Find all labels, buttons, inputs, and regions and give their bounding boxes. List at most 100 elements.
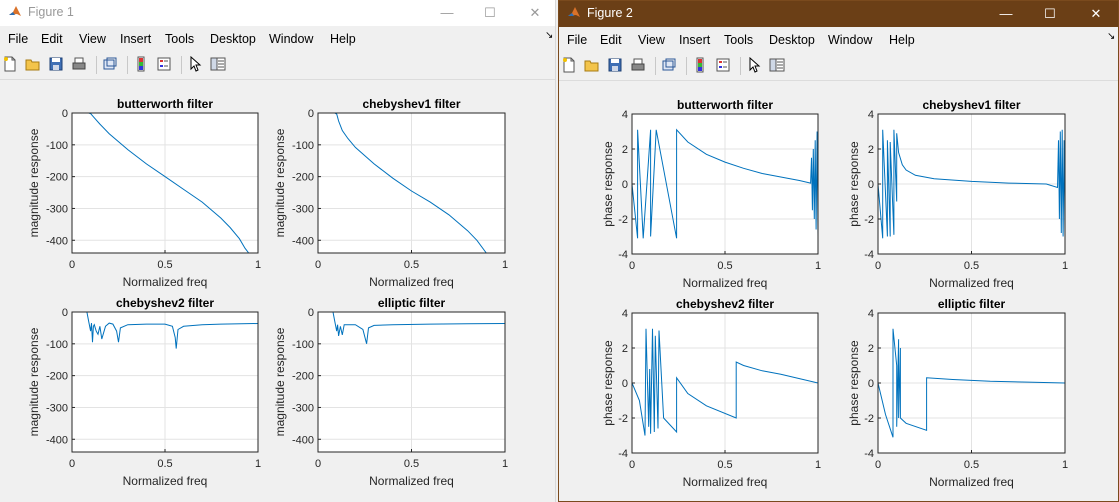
chart-chebyshev1-filter: 0 0.5 1 0 -100 -200 -300 -400 chebyshev1 filter N… bbox=[273, 97, 508, 289]
window-title: Figure 2 bbox=[587, 6, 633, 20]
y-axis-label: phase response bbox=[601, 141, 615, 227]
insert-legend-icon[interactable] bbox=[715, 57, 731, 73]
menu-window[interactable]: Window bbox=[269, 32, 314, 46]
print-icon[interactable] bbox=[71, 56, 87, 72]
y-tick-label: -2 bbox=[618, 214, 628, 226]
figure-window-1: Figure 1 — ☐ ✕ File Edit View Insert Too… bbox=[0, 0, 556, 502]
chart-butterworth-filter: 0 0.5 1 0 -100 -200 -300 -400 butterworth filter… bbox=[27, 97, 261, 289]
matlab-logo-icon bbox=[568, 7, 580, 17]
print-icon[interactable] bbox=[630, 57, 646, 73]
y-tick-label: -300 bbox=[46, 203, 68, 215]
save-icon[interactable] bbox=[48, 56, 64, 72]
close-button[interactable]: ✕ bbox=[1090, 6, 1102, 21]
x-tick-label: 0 bbox=[69, 259, 75, 271]
menu-insert[interactable]: Insert bbox=[679, 33, 711, 47]
chart-title: chebyshev2 filter bbox=[676, 297, 774, 311]
y-tick-label: -4 bbox=[618, 448, 628, 460]
edit-plot-icon[interactable] bbox=[187, 56, 203, 72]
maximize-button[interactable]: ☐ bbox=[1044, 6, 1056, 21]
y-tick-label: -2 bbox=[864, 413, 874, 425]
menu-window[interactable]: Window bbox=[828, 33, 873, 47]
y-tick-label: 0 bbox=[62, 307, 68, 319]
minimize-button[interactable]: — bbox=[999, 6, 1013, 21]
x-axis-label: Normalized freq bbox=[929, 276, 1014, 290]
maximize-button[interactable]: ☐ bbox=[484, 5, 496, 20]
series-line bbox=[878, 328, 1065, 438]
new-figure-icon[interactable] bbox=[561, 57, 577, 73]
save-icon[interactable] bbox=[607, 57, 623, 73]
minimize-button[interactable]: — bbox=[440, 5, 454, 20]
x-tick-label: 0 bbox=[875, 260, 881, 272]
edit-plot-icon[interactable] bbox=[746, 57, 762, 73]
series-line bbox=[318, 312, 505, 344]
chart-title: chebyshev1 filter bbox=[922, 98, 1020, 112]
chart-elliptic-filter: 0 0.5 1 0 -100 -200 -300 -400 elliptic filter Nor… bbox=[273, 296, 508, 488]
y-tick-label: 2 bbox=[868, 144, 874, 156]
chart-title: elliptic filter bbox=[938, 297, 1006, 311]
chart-title: butterworth filter bbox=[677, 98, 773, 112]
open-file-icon[interactable] bbox=[25, 56, 41, 72]
link-icon[interactable] bbox=[661, 57, 677, 73]
menu-bar: File Edit View Insert Tools Desktop Wind… bbox=[0, 27, 555, 51]
x-tick-label: 1 bbox=[255, 458, 261, 470]
x-axis-label: Normalized freq bbox=[123, 474, 208, 488]
menu-insert[interactable]: Insert bbox=[120, 32, 152, 46]
x-tick-label: 0 bbox=[315, 458, 321, 470]
insert-colorbar-icon[interactable] bbox=[692, 57, 708, 73]
y-tick-label: 2 bbox=[622, 144, 628, 156]
open-file-icon[interactable] bbox=[584, 57, 600, 73]
menu-desktop[interactable]: Desktop bbox=[210, 32, 256, 46]
x-axis-label: Normalized freq bbox=[683, 475, 768, 489]
title-bar[interactable]: Figure 1 — ☐ ✕ bbox=[0, 0, 555, 26]
menu-desktop[interactable]: Desktop bbox=[769, 33, 815, 47]
x-tick-label: 0.5 bbox=[157, 458, 172, 470]
y-tick-label: 2 bbox=[868, 343, 874, 355]
matlab-logo-icon bbox=[9, 6, 21, 16]
y-tick-label: -400 bbox=[46, 235, 68, 247]
insert-legend-icon[interactable] bbox=[156, 56, 172, 72]
insert-colorbar-icon[interactable] bbox=[133, 56, 149, 72]
toolbar-separator bbox=[686, 57, 687, 75]
y-tick-label: 0 bbox=[308, 307, 314, 319]
y-tick-label: -100 bbox=[292, 140, 314, 152]
toolbar-separator bbox=[127, 56, 128, 74]
property-inspector-icon[interactable] bbox=[769, 57, 785, 73]
menu-edit[interactable]: Edit bbox=[41, 32, 63, 46]
chart-elliptic-filter: 0 0.5 1 4 2 0 -2 -4 elliptic filter Normalized fr… bbox=[847, 297, 1068, 489]
y-tick-label: -4 bbox=[864, 448, 874, 460]
menu-help[interactable]: Help bbox=[330, 32, 356, 46]
y-tick-label: 2 bbox=[622, 343, 628, 355]
x-tick-label: 0 bbox=[315, 259, 321, 271]
menu-view[interactable]: View bbox=[638, 33, 665, 47]
menu-tools[interactable]: Tools bbox=[165, 32, 195, 46]
toolbar-separator bbox=[181, 56, 182, 74]
menu-view[interactable]: View bbox=[79, 32, 106, 46]
chart-chebyshev2-filter: 0 0.5 1 4 2 0 -2 -4 chebyshev2 filter Normalized … bbox=[601, 297, 821, 489]
x-tick-label: 0.5 bbox=[717, 459, 732, 471]
toolbar-separator bbox=[96, 56, 97, 74]
menu-file[interactable]: File bbox=[8, 32, 29, 46]
close-button[interactable]: ✕ bbox=[529, 5, 541, 20]
series-line bbox=[632, 128, 818, 239]
y-axis-label: magnitude response bbox=[27, 128, 41, 237]
title-bar[interactable]: Figure 2 — ☐ ✕ bbox=[559, 1, 1118, 27]
property-inspector-icon[interactable] bbox=[210, 56, 226, 72]
dock-arrow-icon[interactable]: ↘ bbox=[1107, 31, 1116, 42]
menu-help[interactable]: Help bbox=[889, 33, 915, 47]
x-tick-label: 1 bbox=[502, 259, 508, 271]
toolbar bbox=[0, 52, 555, 80]
x-tick-label: 1 bbox=[1062, 260, 1068, 272]
y-tick-label: -4 bbox=[864, 249, 874, 261]
y-tick-label: 4 bbox=[622, 308, 628, 320]
window-title: Figure 1 bbox=[28, 5, 74, 19]
menu-edit[interactable]: Edit bbox=[600, 33, 622, 47]
toolbar-separator bbox=[740, 57, 741, 75]
menu-tools[interactable]: Tools bbox=[724, 33, 754, 47]
link-icon[interactable] bbox=[102, 56, 118, 72]
y-tick-label: -400 bbox=[292, 235, 314, 247]
menu-file[interactable]: File bbox=[567, 33, 588, 47]
x-tick-label: 0 bbox=[69, 458, 75, 470]
y-tick-label: -300 bbox=[46, 402, 68, 414]
new-figure-icon[interactable] bbox=[2, 56, 18, 72]
dock-arrow-icon[interactable]: ↘ bbox=[545, 30, 554, 41]
